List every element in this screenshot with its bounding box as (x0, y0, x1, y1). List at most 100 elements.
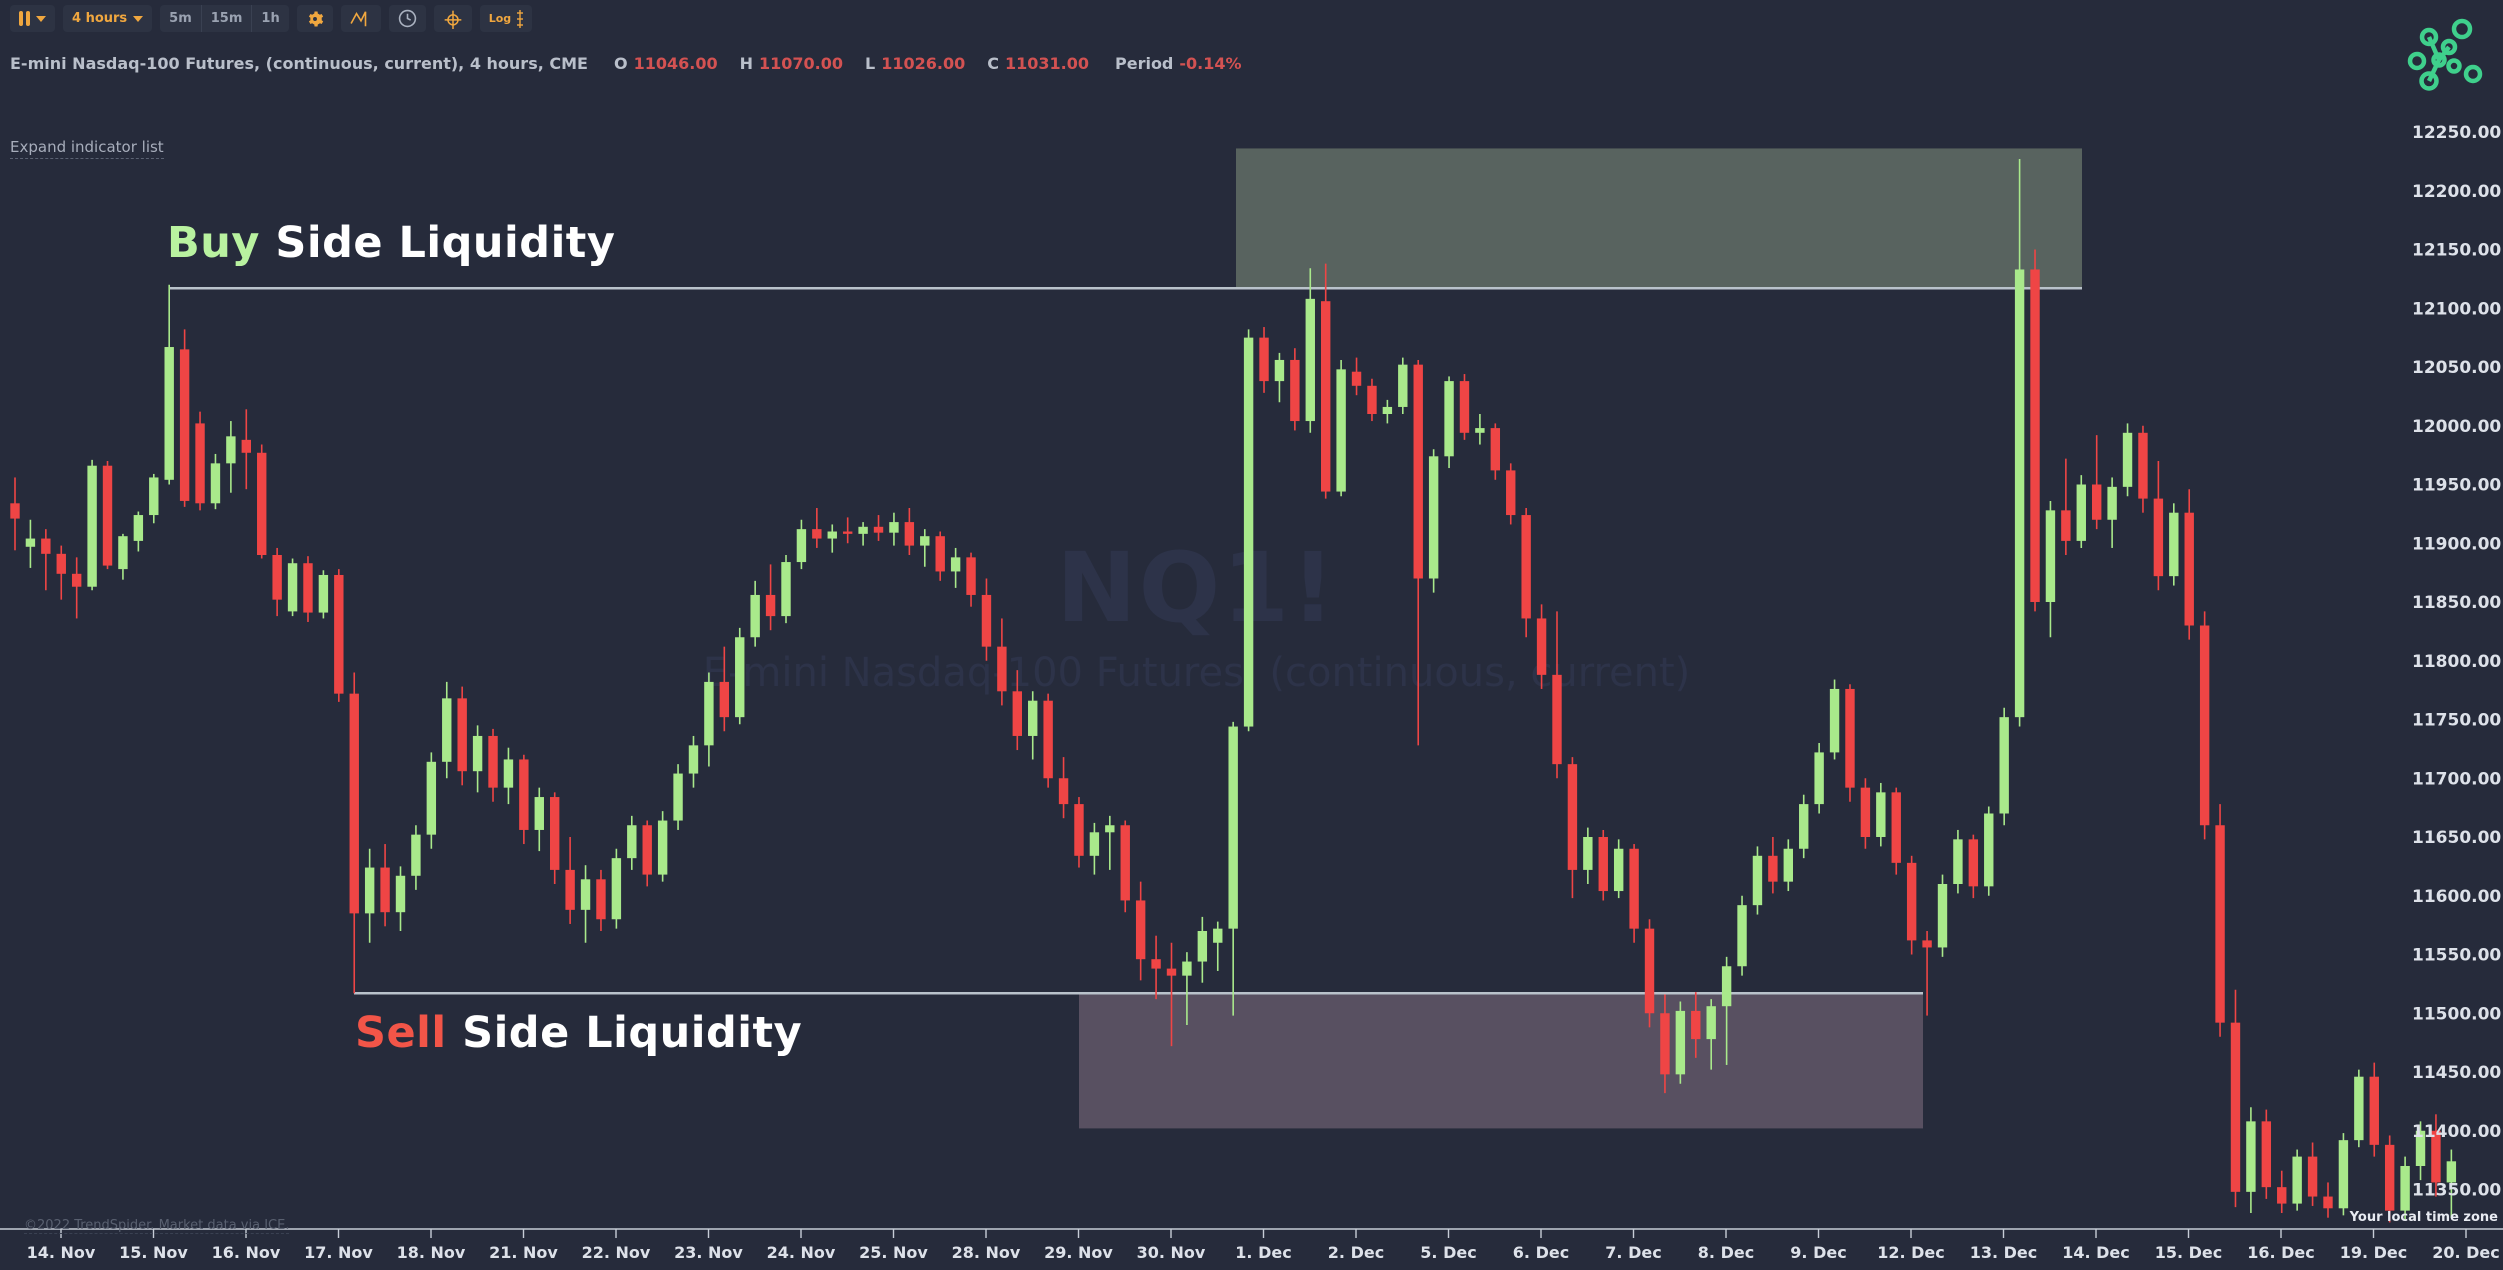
candle-up (1876, 792, 1886, 837)
candle-down (642, 825, 652, 875)
date-axis-label[interactable]: 16. Dec (2247, 1243, 2315, 1262)
expand-indicator-list-link[interactable]: Expand indicator list (10, 138, 164, 159)
price-axis-label[interactable]: 12000.00 (2412, 417, 2501, 437)
price-axis-label[interactable]: 11600.00 (2412, 887, 2501, 907)
chart-type-button[interactable] (10, 5, 55, 32)
interval-15m-button[interactable]: 15m (200, 5, 252, 32)
candle-down (1058, 778, 1069, 805)
candle-up (1829, 688, 1840, 753)
date-axis-label[interactable]: 20. Dec (2432, 1243, 2500, 1262)
buy-side-zone[interactable] (1236, 148, 2082, 289)
candle-down (1629, 848, 1639, 929)
price-axis-label[interactable]: 12150.00 (2412, 241, 2501, 261)
price-axis-label[interactable]: 11800.00 (2412, 652, 2501, 672)
candle-down (765, 594, 776, 617)
date-axis-label[interactable]: 29. Nov (1044, 1243, 1113, 1262)
date-axis-label[interactable]: 15. Dec (2155, 1243, 2223, 1262)
price-axis-label[interactable]: 11450.00 (2412, 1063, 2501, 1083)
candle-down (241, 439, 251, 453)
candle-up (781, 562, 791, 617)
period-label: Period (1114, 54, 1174, 73)
price-axis-label[interactable]: 12250.00 (2412, 123, 2501, 143)
date-axis-label[interactable]: 22. Nov (582, 1243, 651, 1262)
date-axis-label[interactable]: 17. Nov (304, 1243, 373, 1262)
candle-up (503, 759, 514, 788)
brand-network-logo (2407, 18, 2483, 91)
candle-down (1043, 700, 1053, 779)
date-axis-label[interactable]: 30. Nov (1137, 1243, 1206, 1262)
candle-up (118, 536, 128, 570)
sell-side-liquidity-label: Sell Side Liquidity (355, 1008, 802, 1058)
candle-up (133, 515, 144, 541)
candle-up (2292, 1156, 2302, 1204)
candle-up (1182, 961, 1192, 976)
date-axis-label[interactable]: 25. Nov (859, 1243, 928, 1262)
date-axis-label[interactable]: 6. Dec (1513, 1243, 1569, 1262)
date-axis-label[interactable]: 24. Nov (767, 1243, 836, 1262)
settings-button[interactable] (296, 5, 333, 32)
date-axis-label[interactable]: 12. Dec (1877, 1243, 1945, 1262)
price-axis-label[interactable]: 12200.00 (2412, 182, 2501, 202)
candle-up (411, 834, 421, 876)
candle-down (2277, 1187, 2287, 1204)
candle-down (1012, 691, 1022, 736)
price-axis-label[interactable]: 11550.00 (2412, 946, 2501, 966)
candle-up (2354, 1076, 2364, 1141)
date-axis-label[interactable]: 28. Nov (952, 1243, 1021, 1262)
candle-down (195, 423, 205, 504)
sell-side-zone[interactable] (1079, 993, 1923, 1129)
price-axis-label[interactable]: 11500.00 (2412, 1004, 2501, 1024)
zigzag-line-icon (350, 10, 367, 26)
interval-label: 4 hours (72, 11, 128, 26)
sessions-button[interactable] (388, 5, 426, 32)
date-axis-label[interactable]: 18. Nov (397, 1243, 466, 1262)
candle-up (2076, 484, 2086, 541)
candle-down (904, 522, 915, 546)
candle-up (1444, 381, 1454, 457)
date-axis-label[interactable]: 1. Dec (1235, 1243, 1291, 1262)
date-axis-label[interactable]: 23. Nov (674, 1243, 743, 1262)
price-axis-label[interactable]: 12050.00 (2412, 358, 2501, 378)
date-axis-label[interactable]: 16. Nov (212, 1243, 281, 1262)
price-axis-label[interactable]: 12100.00 (2412, 299, 2501, 319)
timezone-note[interactable]: Your local time zone (2349, 1210, 2498, 1225)
date-axis-label[interactable]: 14. Dec (2062, 1243, 2130, 1262)
price-axis-label[interactable]: 11650.00 (2412, 828, 2501, 848)
date-axis-label[interactable]: 5. Dec (1420, 1243, 1476, 1262)
candle-up (442, 698, 452, 762)
candle-up (2169, 512, 2179, 577)
candle-down (842, 531, 853, 534)
candle-down (1120, 825, 1130, 901)
candle-down (1490, 428, 1501, 471)
date-axis-label[interactable]: 15. Nov (119, 1243, 188, 1262)
interval-1h-button[interactable]: 1h (251, 5, 288, 32)
candle-down (1521, 515, 1531, 619)
price-axis-label[interactable]: 11400.00 (2412, 1122, 2501, 1142)
candle-up (920, 536, 930, 546)
interval-button[interactable]: 4 hours (63, 5, 153, 32)
price-axis-label[interactable]: 11750.00 (2412, 711, 2501, 731)
date-axis-label[interactable]: 19. Dec (2340, 1243, 2408, 1262)
candle-up (364, 867, 375, 914)
date-axis-label[interactable]: 7. Dec (1605, 1243, 1661, 1262)
date-axis-label[interactable]: 9. Dec (1790, 1243, 1846, 1262)
price-axis-label[interactable]: 11700.00 (2412, 769, 2501, 789)
candle-up (87, 465, 97, 587)
close-label: C (987, 54, 999, 73)
date-axis-label[interactable]: 21. Nov (489, 1243, 558, 1262)
candle-up (1028, 700, 1038, 736)
log-scale-button[interactable]: Log (479, 5, 533, 32)
price-axis-label[interactable]: 11350.00 (2412, 1181, 2501, 1201)
date-axis-label[interactable]: 2. Dec (1328, 1243, 1384, 1262)
date-axis-label[interactable]: 14. Nov (27, 1243, 96, 1262)
date-axis-label[interactable]: 8. Dec (1698, 1243, 1754, 1262)
interval-5m-button[interactable]: 5m (169, 11, 192, 26)
date-axis-label[interactable]: 13. Dec (1970, 1243, 2038, 1262)
price-axis-label[interactable]: 11850.00 (2412, 593, 2501, 613)
candle-up (1752, 855, 1763, 906)
crosshair-button[interactable] (433, 5, 472, 32)
indicators-button[interactable] (340, 5, 381, 32)
price-axis-label[interactable]: 11900.00 (2412, 534, 2501, 554)
price-axis-label[interactable]: 11950.00 (2412, 476, 2501, 496)
